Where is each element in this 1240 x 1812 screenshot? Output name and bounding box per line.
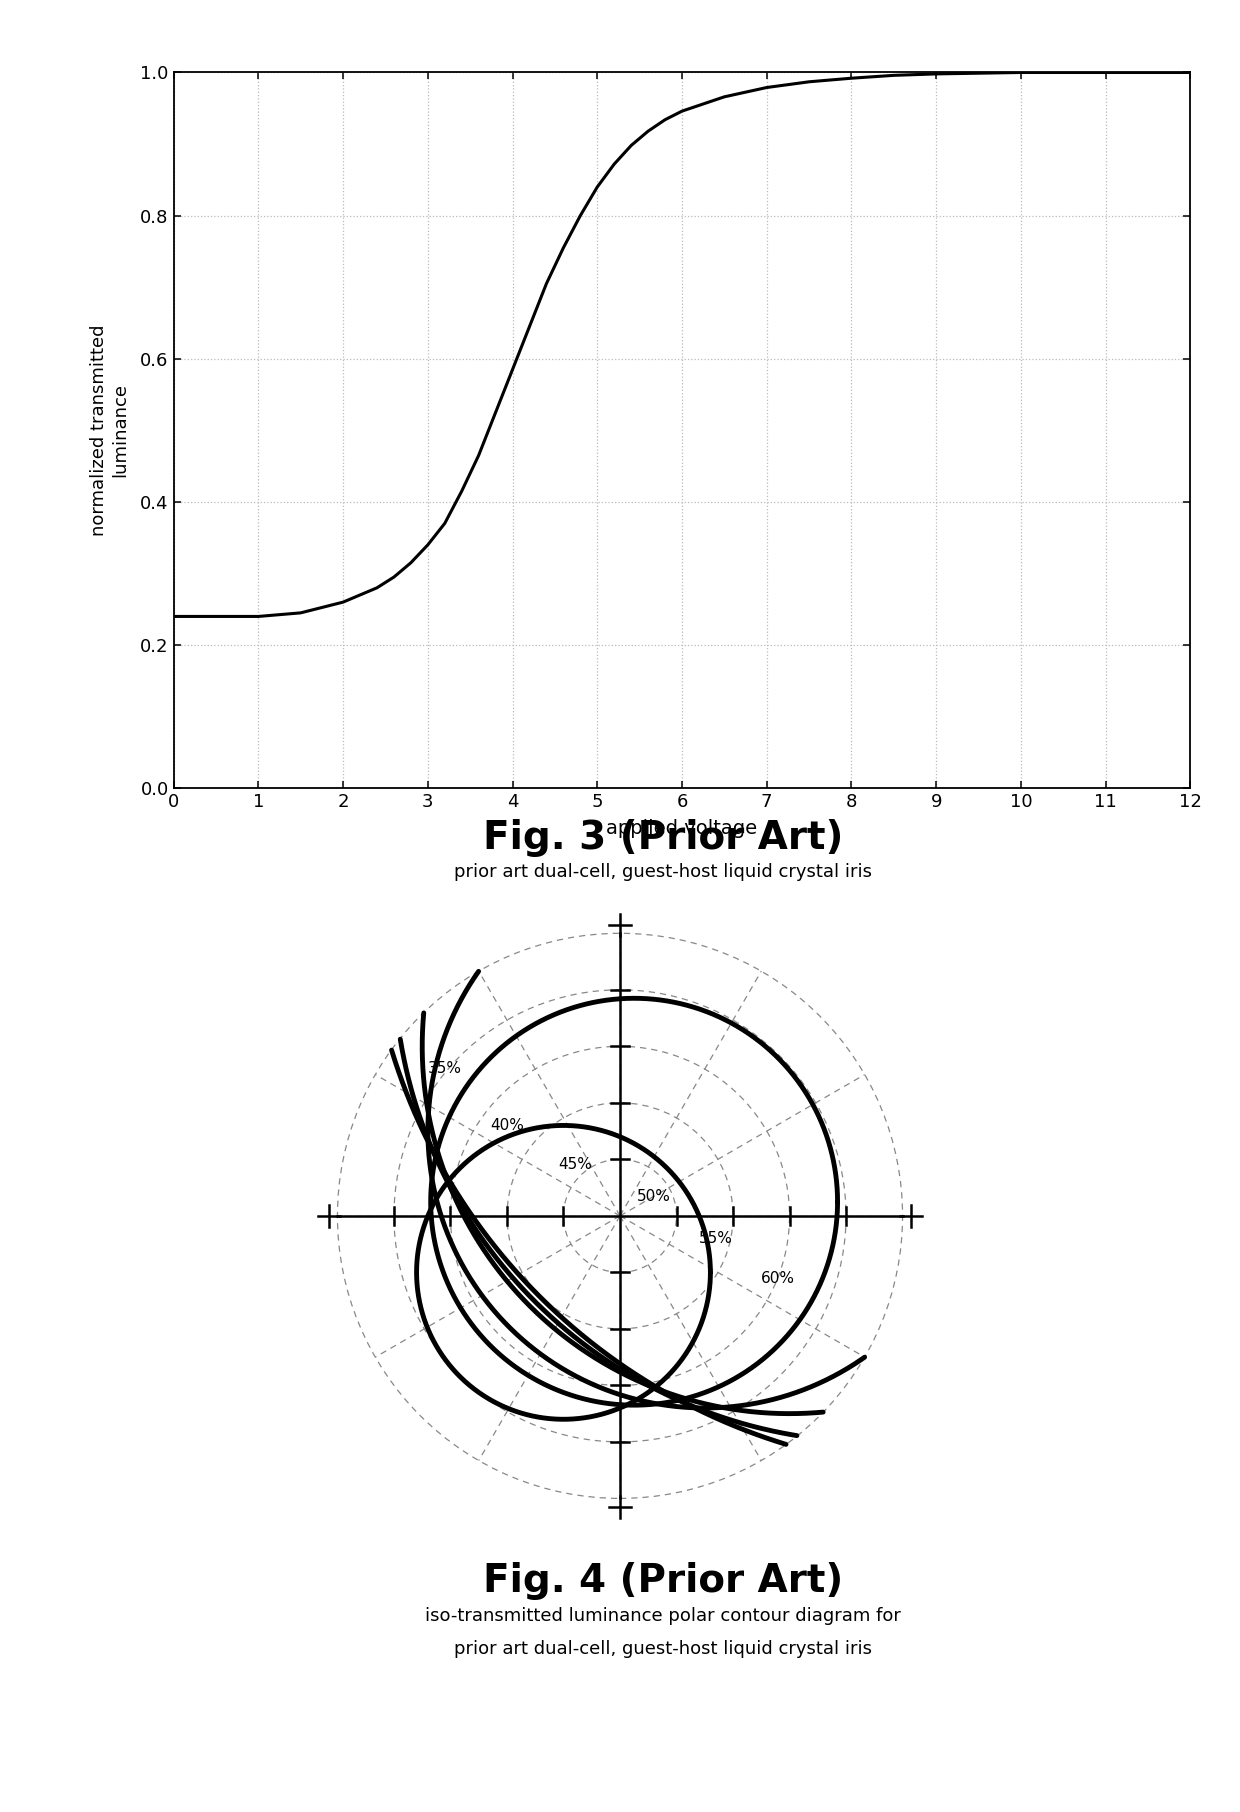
Text: prior art dual-cell, guest-host liquid crystal iris: prior art dual-cell, guest-host liquid c… [454,1640,873,1658]
Text: 55%: 55% [699,1230,733,1247]
Text: 60%: 60% [761,1270,795,1285]
Text: Fig. 3 (Prior Art): Fig. 3 (Prior Art) [484,819,843,857]
Text: 50%: 50% [637,1189,671,1203]
Y-axis label: normalized transmitted
luminance: normalized transmitted luminance [91,324,129,536]
Text: prior art dual-cell, guest-host liquid crystal iris: prior art dual-cell, guest-host liquid c… [454,863,873,881]
Text: 35%: 35% [428,1062,461,1076]
Text: Fig. 4 (Prior Art): Fig. 4 (Prior Art) [484,1562,843,1600]
Text: 45%: 45% [558,1158,591,1172]
Text: 40%: 40% [490,1118,525,1132]
X-axis label: applied voltage: applied voltage [606,819,758,839]
Text: iso-transmitted luminance polar contour diagram for: iso-transmitted luminance polar contour … [425,1607,901,1625]
